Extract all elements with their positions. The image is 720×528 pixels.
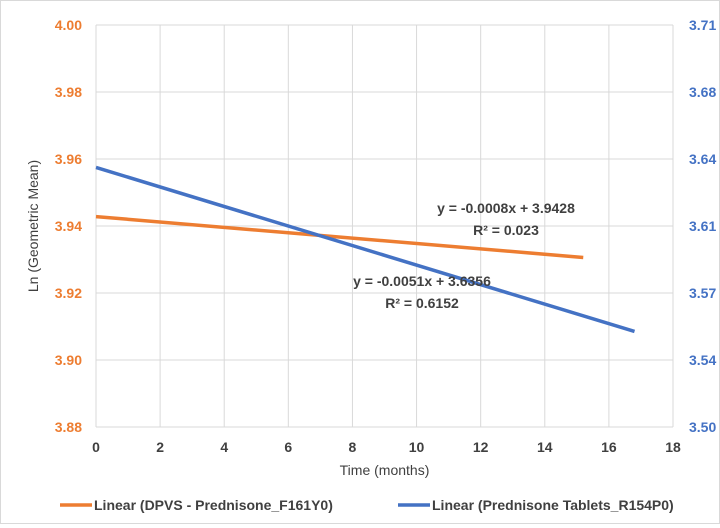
x-tick-label: 18 — [665, 439, 681, 455]
trendline-series-1 — [95, 214, 584, 260]
y-left-tick-label: 3.90 — [55, 352, 82, 368]
x-tick-label: 2 — [156, 439, 164, 455]
label-layer: y = -0.0008x + 3.9428 R² = 0.023 y = -0.00… — [353, 200, 575, 311]
trendline-r-squared: R² = 0.023 — [473, 222, 539, 238]
series-layer — [95, 165, 636, 334]
trendline-r-squared: R² = 0.6152 — [385, 295, 459, 311]
grid-layer — [95, 24, 674, 428]
trendline-series-2 — [95, 165, 636, 334]
legend-layer: Linear (DPVS - Prednisone_F161Y0) Linear … — [60, 497, 674, 513]
y-right-tick-label: 3.71 — [689, 17, 716, 33]
y-left-tick-label: 3.98 — [55, 84, 82, 100]
y-right-tick-label: 3.61 — [689, 218, 716, 234]
x-tick-label: 12 — [473, 439, 489, 455]
legend-label: Linear (DPVS - Prednisone_F161Y0) — [94, 497, 333, 513]
x-tick-label: 14 — [537, 439, 553, 455]
y-left-tick-label: 3.96 — [55, 151, 82, 167]
y-right-tick-label: 3.64 — [689, 151, 716, 167]
x-tick-label: 4 — [220, 439, 228, 455]
axis-layer: 3.88 3.50 3.90 3.54 3.92 3.57 3.94 3.61 3.96 3.64… — [25, 17, 716, 478]
x-tick-label: 16 — [601, 439, 617, 455]
y-axis-title: Ln (Geometric Mean) — [25, 160, 41, 292]
x-tick-label: 10 — [409, 439, 425, 455]
x-tick-label: 0 — [92, 439, 100, 455]
y-left-tick-label: 3.88 — [55, 419, 82, 435]
y-left-tick-label: 3.94 — [55, 218, 82, 234]
legend-label: Linear (Prednisone Tablets_R154P0) — [432, 497, 674, 513]
x-tick-label: 6 — [284, 439, 292, 455]
trendline-equation: y = -0.0051x + 3.6356 — [353, 273, 491, 289]
x-axis-title: Time (months) — [340, 462, 430, 478]
x-tick-label: 8 — [349, 439, 357, 455]
y-right-tick-label: 3.50 — [689, 419, 716, 435]
y-left-tick-label: 3.92 — [55, 285, 82, 301]
y-left-tick-label: 4.00 — [55, 17, 82, 33]
y-right-tick-label: 3.54 — [689, 352, 716, 368]
y-right-tick-label: 3.57 — [689, 285, 716, 301]
y-right-tick-label: 3.68 — [689, 84, 716, 100]
trendline-equation: y = -0.0008x + 3.9428 — [437, 200, 575, 216]
